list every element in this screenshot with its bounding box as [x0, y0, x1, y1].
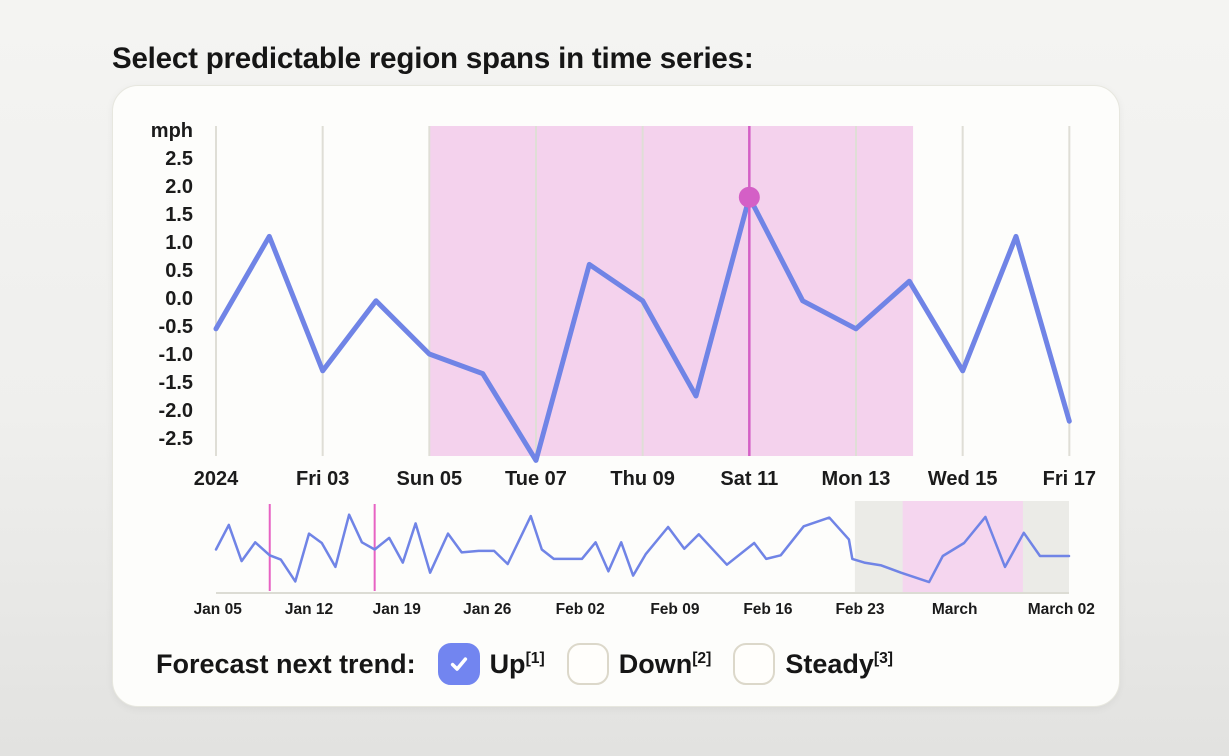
y-axis-tick-label: -2.0: [159, 400, 193, 422]
x-axis-label: Fri 17: [1043, 468, 1096, 490]
x-axis-label: 2024: [194, 468, 239, 490]
overview-x-label: Jan 05: [194, 601, 243, 618]
y-axis-tick-label: 0.0: [165, 288, 193, 310]
x-axis-label: Sat 11: [720, 468, 778, 490]
y-axis-tick-label: -1.5: [159, 372, 193, 394]
overview-x-label: Feb 09: [650, 601, 699, 618]
up-checkbox[interactable]: [437, 643, 480, 685]
y-axis-unit-label: mph: [151, 120, 193, 142]
overview-series-line: [214, 513, 1071, 584]
x-axis-label: Thu 09: [610, 468, 674, 490]
x-axis-label: Fri 03: [296, 468, 349, 490]
overview-highlight-region[interactable]: [902, 501, 1023, 593]
y-axis-tick-label: 1.0: [165, 232, 193, 254]
down-checkbox[interactable]: [566, 643, 609, 685]
forecast-row: Forecast next trend: Up[1] Down[2] Stead…: [156, 641, 893, 687]
overview-x-label: Jan 19: [373, 601, 422, 618]
predictable-region-highlight[interactable]: [429, 126, 914, 456]
overview-x-label: March: [932, 601, 978, 618]
overview-x-label: Feb 23: [835, 601, 884, 618]
up-label[interactable]: Up[1]: [489, 648, 545, 679]
x-axis-label: Wed 15: [928, 468, 998, 490]
overview-x-label: Jan 12: [285, 601, 333, 618]
y-axis-tick-label: -2.5: [159, 428, 193, 450]
chart-card: 2024 Fri 03 Sun 05 Tue 07 Thu 09 Sat 11 Mon 13…: [112, 85, 1120, 707]
forecast-option-steady[interactable]: Steady[3]: [733, 643, 893, 685]
overview-x-label: Jan 26: [463, 601, 512, 618]
y-axis-tick-label: -1.0: [159, 344, 193, 366]
y-axis-tick-label: 2.5: [165, 148, 193, 170]
y-axis-tick-label: 1.5: [165, 204, 193, 226]
y-axis-tick-label: 0.5: [165, 260, 193, 282]
selected-point-marker[interactable]: [738, 186, 760, 208]
steady-label[interactable]: Steady[3]: [785, 648, 894, 679]
overview-x-label: Feb 02: [556, 601, 605, 618]
check-icon: [450, 657, 467, 671]
y-axis-tick-label: -0.5: [159, 316, 193, 338]
forecast-label: Forecast next trend:: [156, 648, 416, 679]
overview-x-label: Feb 16: [743, 601, 792, 618]
overview-x-label: March 02: [1028, 601, 1095, 618]
steady-checkbox[interactable]: [733, 643, 776, 685]
down-label[interactable]: Down[2]: [618, 648, 712, 679]
x-axis-label: Mon 13: [822, 468, 891, 490]
x-axis-label: Tue 07: [505, 468, 567, 490]
page-title: Select predictable region spans in time …: [112, 41, 754, 75]
forecast-option-down[interactable]: Down[2]: [566, 643, 712, 685]
main-series-line: [213, 194, 1072, 463]
chart-canvas: 2024 Fri 03 Sun 05 Tue 07 Thu 09 Sat 11 Mon 13…: [151, 120, 1096, 618]
forecast-option-up[interactable]: Up[1]: [437, 643, 545, 685]
y-axis-tick-label: 2.0: [165, 176, 193, 198]
x-axis-label: Sun 05: [397, 468, 463, 490]
